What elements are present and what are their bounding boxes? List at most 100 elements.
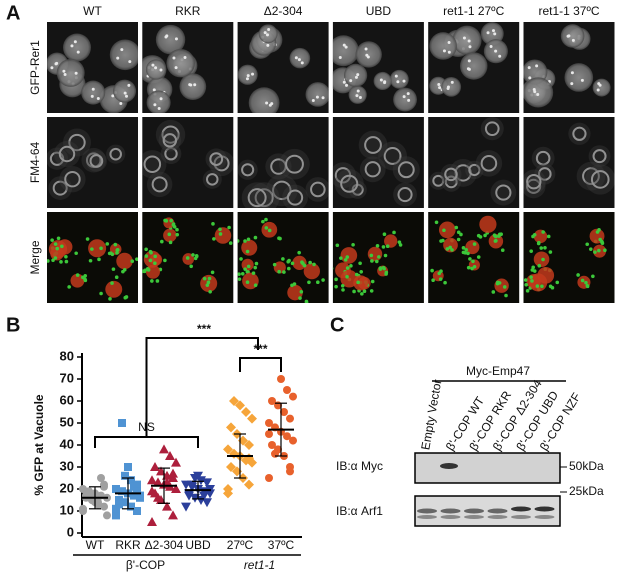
x-tick-label: WT (86, 538, 105, 552)
puncta-green (245, 249, 250, 254)
puncta (152, 88, 156, 92)
vacuole (590, 170, 610, 189)
point (268, 397, 276, 405)
cells (47, 236, 138, 301)
puncta-green (461, 250, 466, 255)
lane-label: Empty Vector (418, 378, 444, 451)
puncta-green (175, 232, 180, 237)
puncta (91, 87, 95, 91)
puncta-green (375, 244, 380, 248)
vacuole (151, 176, 168, 193)
puncta-green (85, 237, 90, 241)
puncta-green (148, 249, 153, 254)
row-label: GFP-Rer1 (28, 40, 42, 95)
cell (523, 169, 546, 194)
puncta-green (267, 228, 272, 233)
vacuole (206, 173, 219, 186)
puncta (402, 95, 406, 99)
micrograph (428, 22, 520, 113)
vacuole (364, 161, 381, 178)
puncta-green (64, 259, 69, 264)
puncta-green (531, 265, 536, 270)
x-tick-label: Δ2-304 (145, 538, 184, 552)
puncta (570, 82, 574, 86)
puncta-green (358, 261, 362, 266)
cell (588, 145, 611, 168)
puncta (120, 48, 124, 52)
puncta-green (466, 265, 471, 270)
puncta (493, 32, 497, 36)
point (79, 485, 87, 493)
puncta-green (495, 280, 500, 285)
puncta-green (378, 266, 383, 270)
puncta-green (343, 258, 348, 262)
puncta-green (532, 232, 537, 237)
cell (202, 169, 222, 189)
puncta (76, 50, 80, 54)
cell (106, 144, 126, 164)
puncta-green (597, 248, 601, 253)
puncta-green (345, 255, 350, 259)
puncta-green (438, 277, 443, 281)
puncta-green (370, 259, 374, 263)
puncta-green (253, 265, 258, 270)
puncta-green (381, 245, 386, 249)
puncta (151, 63, 155, 67)
puncta-green (392, 230, 396, 235)
puncta-green (83, 277, 87, 282)
point (118, 419, 126, 427)
puncta (174, 66, 178, 70)
puncta-green (541, 257, 545, 262)
cell (358, 130, 388, 160)
puncta-green (341, 288, 345, 292)
cell-red (214, 227, 232, 244)
puncta (527, 66, 531, 70)
cell (452, 25, 482, 55)
point (147, 486, 157, 496)
puncta (349, 79, 353, 83)
puncta-green (115, 251, 119, 255)
puncta-green (135, 257, 138, 261)
puncta-green (163, 218, 167, 223)
puncta-green (461, 246, 466, 250)
micrograph (142, 117, 234, 208)
puncta-green (56, 236, 61, 241)
puncta-green (585, 242, 590, 247)
puncta-green (351, 242, 355, 247)
cell (265, 174, 298, 207)
puncta (447, 40, 451, 44)
puncta-green (434, 220, 439, 225)
cell (56, 58, 85, 87)
point (268, 441, 276, 449)
puncta (466, 67, 470, 71)
puncta-green (548, 284, 553, 289)
puncta (394, 74, 398, 78)
vacuole (468, 163, 481, 177)
puncta (159, 97, 163, 101)
puncta-green (277, 269, 281, 274)
puncta (267, 27, 271, 31)
cells (237, 24, 329, 113)
point (202, 498, 212, 508)
puncta-green (541, 230, 545, 234)
point (265, 474, 273, 482)
cell-red (367, 246, 383, 262)
puncta (406, 92, 410, 96)
puncta-green (50, 238, 54, 242)
row-label: Merge (28, 240, 42, 274)
puncta-green (539, 246, 544, 250)
point (187, 480, 197, 490)
puncta (567, 34, 571, 38)
puncta-green (287, 266, 291, 271)
cell (81, 80, 106, 105)
puncta-green (121, 269, 125, 274)
puncta-green (382, 232, 387, 237)
micrograph (332, 22, 424, 113)
puncta-green (55, 246, 60, 251)
cell (459, 52, 488, 80)
cell (441, 77, 462, 97)
puncta-green (478, 235, 483, 239)
puncta-green (245, 280, 250, 285)
puncta (364, 47, 368, 51)
puncta (491, 29, 495, 33)
